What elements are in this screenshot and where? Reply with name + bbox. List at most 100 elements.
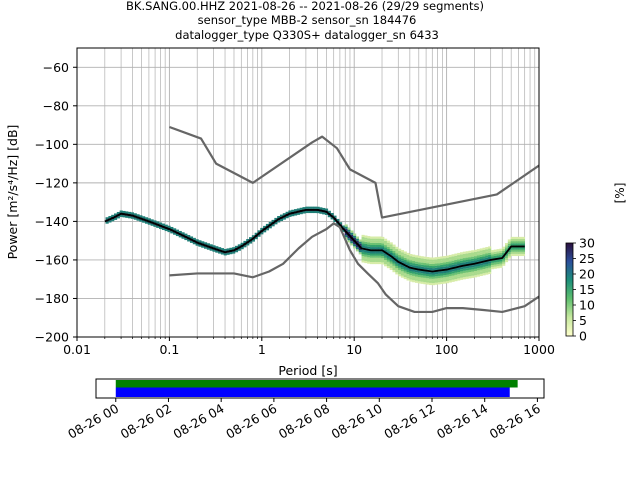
- histogram-cell: [465, 255, 469, 258]
- histogram-cell: [384, 264, 388, 267]
- histogram-cell: [181, 232, 185, 235]
- histogram-cell: [386, 259, 390, 262]
- histogram-cell: [378, 244, 382, 248]
- histogram-cell: [437, 267, 441, 270]
- histogram-cell: [474, 275, 478, 278]
- x-tick-label: 0.01: [63, 342, 91, 357]
- histogram-cell: [462, 277, 466, 280]
- histogram-cell: [482, 258, 486, 261]
- histogram-cell: [459, 256, 464, 259]
- histogram-cell: [516, 236, 520, 240]
- histogram-cell: [445, 272, 450, 275]
- histogram-cell: [232, 247, 236, 250]
- histogram-cell: [429, 261, 433, 264]
- histogram-cell: [294, 213, 298, 216]
- x-tick-label: 1: [258, 342, 266, 357]
- histogram-cell: [490, 254, 495, 257]
- histogram-cell: [502, 261, 506, 264]
- histogram-cell: [468, 252, 472, 256]
- histogram-cell: [440, 271, 444, 274]
- histogram-cell: [316, 210, 320, 214]
- histogram-cell: [521, 251, 525, 254]
- histogram-cell: [367, 259, 371, 262]
- histogram-cell: [367, 244, 371, 247]
- histogram-cell: [372, 257, 376, 260]
- histogram-cell: [136, 214, 140, 217]
- histogram-cell: [457, 271, 461, 275]
- histogram-cell: [105, 221, 109, 224]
- histogram-cell: [454, 270, 458, 273]
- histogram-cell: [291, 213, 295, 217]
- histogram-cell: [471, 256, 475, 259]
- histogram-cell: [423, 279, 427, 283]
- histogram-cell: [502, 246, 506, 249]
- histogram-cell: [490, 256, 495, 259]
- histogram-cell: [237, 244, 241, 247]
- histogram-cell: [412, 271, 416, 274]
- histogram-cell: [114, 213, 118, 216]
- histogram-cell: [457, 274, 461, 277]
- histogram-cell: [482, 251, 486, 255]
- histogram-cell: [271, 219, 275, 223]
- histogram-cell: [313, 210, 317, 214]
- histogram-cell: [139, 215, 143, 218]
- histogram-cell: [243, 240, 247, 244]
- histogram-cell: [369, 236, 374, 239]
- histogram-cell: [414, 257, 419, 260]
- histogram-cell: [462, 268, 466, 271]
- histogram-cell: [445, 278, 450, 282]
- histogram-cell: [369, 251, 374, 254]
- histogram-cell: [510, 251, 514, 254]
- histogram-cell: [156, 225, 160, 228]
- histogram-cell: [513, 236, 517, 240]
- histogram-cell: [403, 268, 407, 271]
- histogram-cell: [111, 219, 115, 222]
- histogram-cell: [119, 214, 123, 217]
- histogram-cell: [437, 261, 441, 264]
- histogram-cell: [400, 275, 405, 278]
- histogram-cell: [367, 238, 371, 241]
- histogram-cell: [426, 282, 430, 285]
- histogram-cell: [403, 274, 407, 277]
- histogram-cell: [108, 216, 112, 219]
- histogram-cell: [420, 266, 424, 270]
- histogram-cell: [299, 212, 303, 215]
- histogram-cell: [319, 211, 323, 214]
- histogram-cell: [386, 261, 390, 264]
- histogram-cell: [448, 261, 452, 264]
- histogram-cell: [372, 238, 376, 241]
- histogram-cell: [423, 256, 427, 259]
- histogram-cell: [443, 264, 447, 267]
- histogram-cell: [465, 257, 469, 260]
- histogram-cell: [237, 248, 241, 251]
- histogram-cell: [451, 262, 455, 265]
- histogram-cell: [476, 257, 480, 260]
- histogram-cell: [367, 255, 371, 258]
- histogram-cell: [215, 250, 219, 253]
- histogram-cell: [493, 266, 497, 269]
- histogram-cell: [507, 243, 511, 246]
- histogram-cell: [412, 265, 416, 268]
- histogram-cell: [440, 256, 444, 259]
- histogram-cell: [122, 210, 126, 214]
- histogram-cell: [440, 275, 444, 278]
- histogram-cell: [479, 250, 483, 253]
- histogram-cell: [330, 217, 334, 220]
- histogram-cell: [451, 258, 455, 261]
- histogram-cell: [381, 260, 385, 263]
- histogram-cell: [440, 281, 444, 285]
- histogram-cell: [426, 280, 430, 283]
- histogram-cell: [493, 260, 497, 263]
- histogram-cell: [465, 253, 469, 256]
- histogram-cell: [445, 255, 450, 258]
- colorbar-tick-label: 10: [579, 298, 595, 313]
- histogram-cell: [400, 258, 405, 261]
- histogram-cell: [344, 228, 348, 231]
- histogram-cell: [358, 241, 362, 244]
- histogram-cell: [434, 274, 438, 277]
- histogram-cell: [147, 222, 151, 225]
- histogram-cell: [333, 215, 337, 218]
- histogram-cell: [468, 259, 472, 262]
- histogram-cell: [392, 250, 396, 254]
